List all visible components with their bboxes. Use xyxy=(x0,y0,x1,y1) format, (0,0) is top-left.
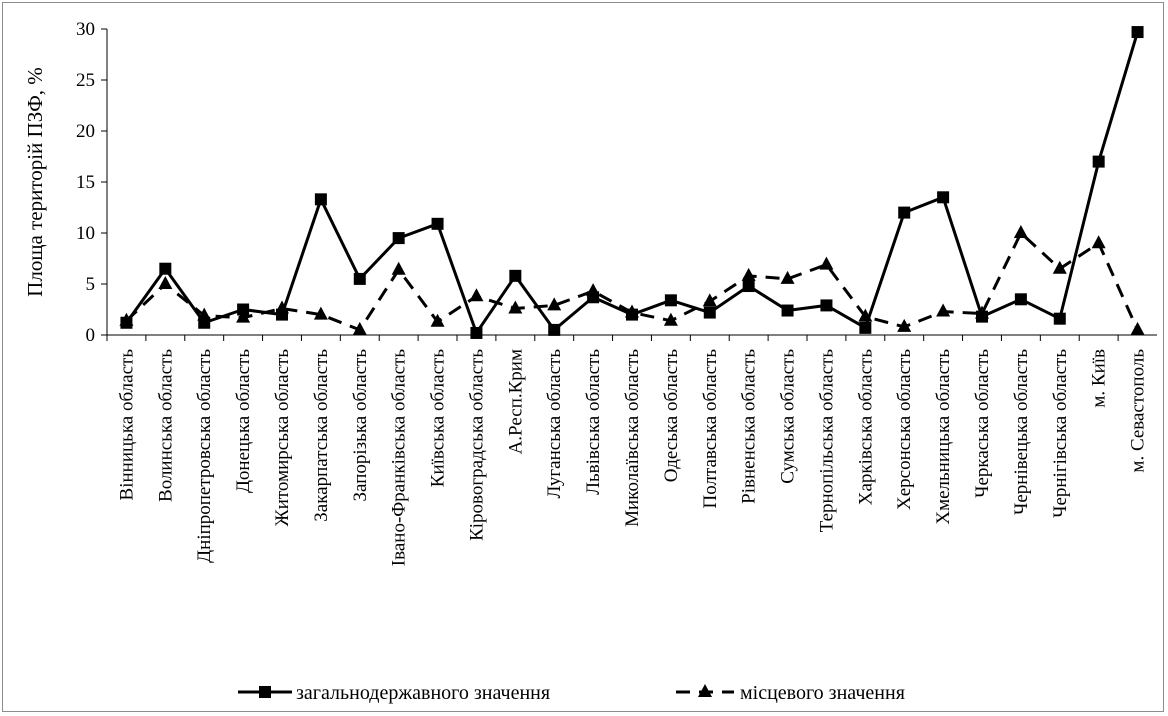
legend-marker-square xyxy=(259,686,271,698)
data-point-triangle xyxy=(858,308,873,322)
x-category-label: Миколаївська область xyxy=(622,349,643,527)
data-point-triangle xyxy=(1130,321,1145,335)
x-category-label: Волинська область xyxy=(155,349,176,502)
data-point-square xyxy=(820,299,833,312)
x-category-label: Луганська область xyxy=(544,349,565,499)
legend-label-local: місцевого значення xyxy=(740,682,905,704)
data-point-triangle xyxy=(625,304,639,318)
x-category-label: Черкаська область xyxy=(972,349,993,498)
data-point-triangle xyxy=(197,307,212,321)
data-point-square xyxy=(392,232,405,245)
data-point-square xyxy=(470,326,483,339)
data-point-triangle xyxy=(352,321,367,335)
data-point-triangle xyxy=(975,305,989,319)
x-category-label: Дніпропетровська область xyxy=(194,349,215,563)
x-category-label: Чернівецька область xyxy=(1011,349,1032,515)
x-category-label: Чернігівська область xyxy=(1050,349,1071,518)
legend-label-national: загальнодержавного значення xyxy=(296,682,550,704)
legend: загальнодержавного значення місцевого зн… xyxy=(238,682,905,704)
data-point-square xyxy=(159,262,172,275)
x-category-label: Житомирська область xyxy=(272,349,293,527)
data-point-square xyxy=(1053,312,1066,325)
y-tick-label: 10 xyxy=(76,223,95,244)
x-category-label: Львівська область xyxy=(583,349,604,495)
data-point-square xyxy=(314,193,327,206)
data-point-triangle xyxy=(158,276,173,289)
data-point-triangle xyxy=(780,270,795,284)
series-line-local xyxy=(125,231,1139,332)
x-category-label: Донецька область xyxy=(233,349,254,493)
data-point-triangle xyxy=(236,309,251,323)
y-tick-label: 25 xyxy=(76,70,95,91)
y-tick-label: 5 xyxy=(86,274,96,295)
x-category-label: Полтавська область xyxy=(700,349,721,509)
y-axis-label: Площа територій ПЗФ, % xyxy=(23,67,47,297)
x-category-label: м. Севастополь xyxy=(1128,349,1149,473)
data-point-triangle xyxy=(430,313,445,327)
data-point-square xyxy=(664,294,677,307)
data-point-triangle xyxy=(1052,260,1067,274)
x-category-label: Кіровоградська область xyxy=(466,349,487,541)
data-point-triangle xyxy=(663,312,678,326)
data-point-square xyxy=(781,304,794,317)
data-point-triangle xyxy=(741,267,756,281)
x-category-label: Івано-Франківська область xyxy=(389,349,410,567)
data-point-square xyxy=(431,217,444,230)
data-point-square xyxy=(1092,155,1105,168)
data-point-triangle xyxy=(119,312,134,326)
data-point-triangle xyxy=(391,261,406,275)
x-category-label: Запорізька область xyxy=(350,349,371,502)
data-point-triangle xyxy=(1091,235,1106,249)
x-category-label: Харківська область xyxy=(855,349,876,506)
data-point-triangle xyxy=(275,300,289,314)
data-point-triangle xyxy=(936,303,951,317)
data-point-square xyxy=(353,272,366,285)
data-point-triangle xyxy=(1013,225,1028,238)
data-point-square xyxy=(937,191,950,204)
x-category-label: Закарпатська область xyxy=(311,349,332,522)
x-category-label: Одеська область xyxy=(661,349,682,483)
data-point-square xyxy=(1014,293,1027,306)
x-category-label: Хмельницька область xyxy=(933,349,954,525)
data-point-triangle xyxy=(469,288,484,302)
x-category-label: А.Респ.Крим xyxy=(505,349,526,454)
data-point-triangle xyxy=(702,293,717,307)
data-point-square xyxy=(742,280,755,293)
y-tick-label: 0 xyxy=(86,325,96,346)
x-category-label: Київська область xyxy=(428,349,449,488)
series-group xyxy=(119,26,1145,339)
x-category-label: Херсонська область xyxy=(894,349,915,510)
data-point-triangle xyxy=(508,300,523,314)
legend-marker-triangle xyxy=(698,684,712,697)
x-category-label: Вінницька область xyxy=(116,349,137,501)
data-point-triangle xyxy=(819,256,834,270)
data-point-square xyxy=(703,306,716,319)
y-tick-label: 20 xyxy=(76,121,95,142)
data-point-square xyxy=(898,206,911,219)
data-point-triangle xyxy=(547,297,562,311)
data-point-square xyxy=(548,323,561,336)
x-category-label: Рівненська область xyxy=(739,349,760,504)
y-tick-label: 30 xyxy=(76,19,95,40)
x-category-label: м. Київ xyxy=(1089,349,1110,408)
x-category-label: Сумська область xyxy=(778,349,799,484)
x-category-label: Тернопільська область xyxy=(816,349,837,533)
y-axis-ticks: 0 5 10 15 20 25 30 xyxy=(76,19,107,346)
data-point-square xyxy=(509,269,522,282)
data-point-square xyxy=(859,321,872,334)
data-point-square xyxy=(237,303,250,316)
axes xyxy=(106,29,1157,336)
data-point-triangle xyxy=(586,283,601,297)
data-point-triangle xyxy=(313,306,328,320)
series-line-national xyxy=(125,31,1139,335)
x-axis-categories: Вінницька область Волинська область Дніпро… xyxy=(106,335,1149,567)
data-point-triangle xyxy=(897,318,912,332)
y-tick-label: 15 xyxy=(76,172,95,193)
data-point-square xyxy=(1131,26,1144,39)
